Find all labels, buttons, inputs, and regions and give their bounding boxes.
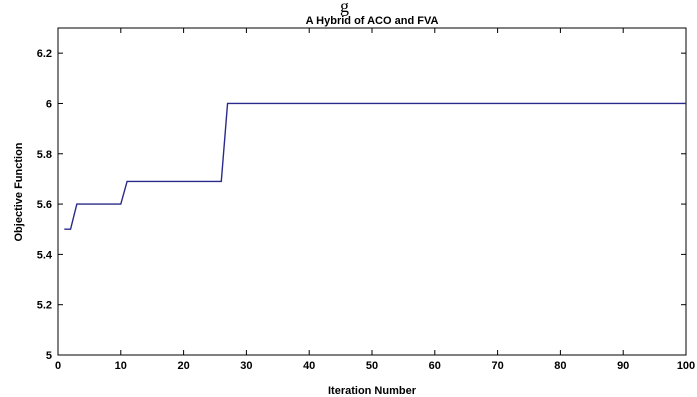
x-axis: 0 10 20 30 40 50 60 70 80 90 100 (55, 28, 695, 372)
y-tick-label-6.2: 6.2 (37, 48, 52, 60)
series-layer (64, 102, 686, 230)
top-text-fragment: g (340, 0, 349, 16)
x-tick-label-20: 20 (177, 360, 189, 372)
y-tick-label-5.4: 5.4 (37, 249, 53, 261)
chart-title: A Hybrid of ACO and FVA (306, 15, 439, 27)
y-axis: 5 5.2 5.4 5.6 5.8 6 6.2 (37, 48, 686, 362)
plot-area (57, 27, 687, 356)
series-line-0 (64, 102, 686, 230)
x-axis-label: Iteration Number (328, 385, 417, 397)
x-tick-label-40: 40 (303, 360, 315, 372)
y-tick-label-6: 6 (46, 98, 52, 110)
x-tick-label-60: 60 (429, 360, 441, 372)
x-tick-label-90: 90 (617, 360, 629, 372)
x-tick-label-100: 100 (677, 360, 695, 372)
x-tick-label-0: 0 (55, 360, 61, 372)
x-tick-label-10: 10 (115, 360, 127, 372)
y-tick-label-5.2: 5.2 (37, 300, 52, 312)
x-tick-label-70: 70 (491, 360, 503, 372)
x-tick-label-80: 80 (554, 360, 566, 372)
y-axis-label: Objective Function (13, 142, 25, 241)
x-tick-label-30: 30 (240, 360, 252, 372)
y-tick-label-5.6: 5.6 (37, 199, 52, 211)
y-tick-label-5: 5 (46, 350, 52, 362)
x-tick-label-50: 50 (366, 360, 378, 372)
y-tick-label-5.8: 5.8 (37, 149, 52, 161)
